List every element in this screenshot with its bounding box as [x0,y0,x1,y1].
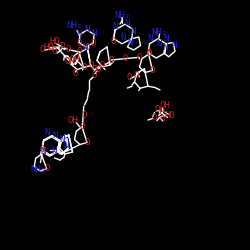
Text: N: N [147,34,153,43]
Text: N: N [164,34,169,43]
Text: NH₂: NH₂ [31,166,47,174]
Text: N: N [113,22,118,31]
Text: O: O [146,49,152,58]
Text: N: N [52,147,57,156]
Text: O: O [136,52,141,62]
Text: O: O [134,70,139,80]
Text: N: N [40,147,46,156]
Text: N: N [127,38,133,47]
Text: N: N [156,39,162,48]
Text: NH₂: NH₂ [152,28,168,37]
Text: O: O [95,66,101,74]
Text: O: O [72,69,78,78]
Text: O: O [82,110,87,120]
Text: O: O [39,146,44,154]
Text: O: O [146,48,152,58]
Text: O: O [85,42,90,51]
Text: O: O [65,45,71,54]
Text: P: P [158,106,164,116]
Text: NH₂: NH₂ [114,10,130,20]
Text: O: O [91,66,96,74]
Text: O: O [84,138,90,147]
Text: O: O [76,38,82,48]
Text: HO: HO [164,110,175,120]
Text: N: N [83,43,88,52]
Text: OH: OH [68,116,78,125]
Text: O: O [108,56,114,65]
Text: O: O [100,60,105,70]
Text: O: O [52,47,57,56]
Text: N: N [44,128,50,137]
Text: O: O [81,63,86,72]
Text: O: O [122,54,128,63]
Text: O: O [160,115,165,124]
Text: N: N [120,34,126,42]
Text: N: N [130,28,136,36]
Text: N: N [91,29,97,38]
Text: O: O [90,39,96,48]
Text: OH: OH [64,58,76,66]
Text: P: P [59,42,64,51]
Text: N: N [162,44,168,52]
Text: N: N [53,130,58,140]
Text: HO: HO [44,44,54,52]
Text: O: O [88,61,94,70]
Text: O: O [80,122,85,131]
Text: OH: OH [69,56,80,64]
Text: O: O [39,46,45,54]
Text: N: N [76,30,82,39]
Text: NH₂: NH₂ [66,21,82,30]
Text: O: O [76,47,82,56]
Text: N: N [60,135,65,144]
Text: O: O [91,71,96,80]
Text: N: N [84,25,90,34]
Text: HO: HO [50,38,60,46]
Text: N: N [124,19,130,28]
Text: N: N [64,141,69,150]
Text: O: O [151,112,156,122]
Text: O: O [126,74,132,82]
Text: O: O [154,106,160,114]
Text: O: O [111,38,116,46]
Text: O: O [150,66,155,75]
Text: N: N [171,40,176,50]
Text: O: O [44,164,50,173]
Text: OH: OH [159,101,170,110]
